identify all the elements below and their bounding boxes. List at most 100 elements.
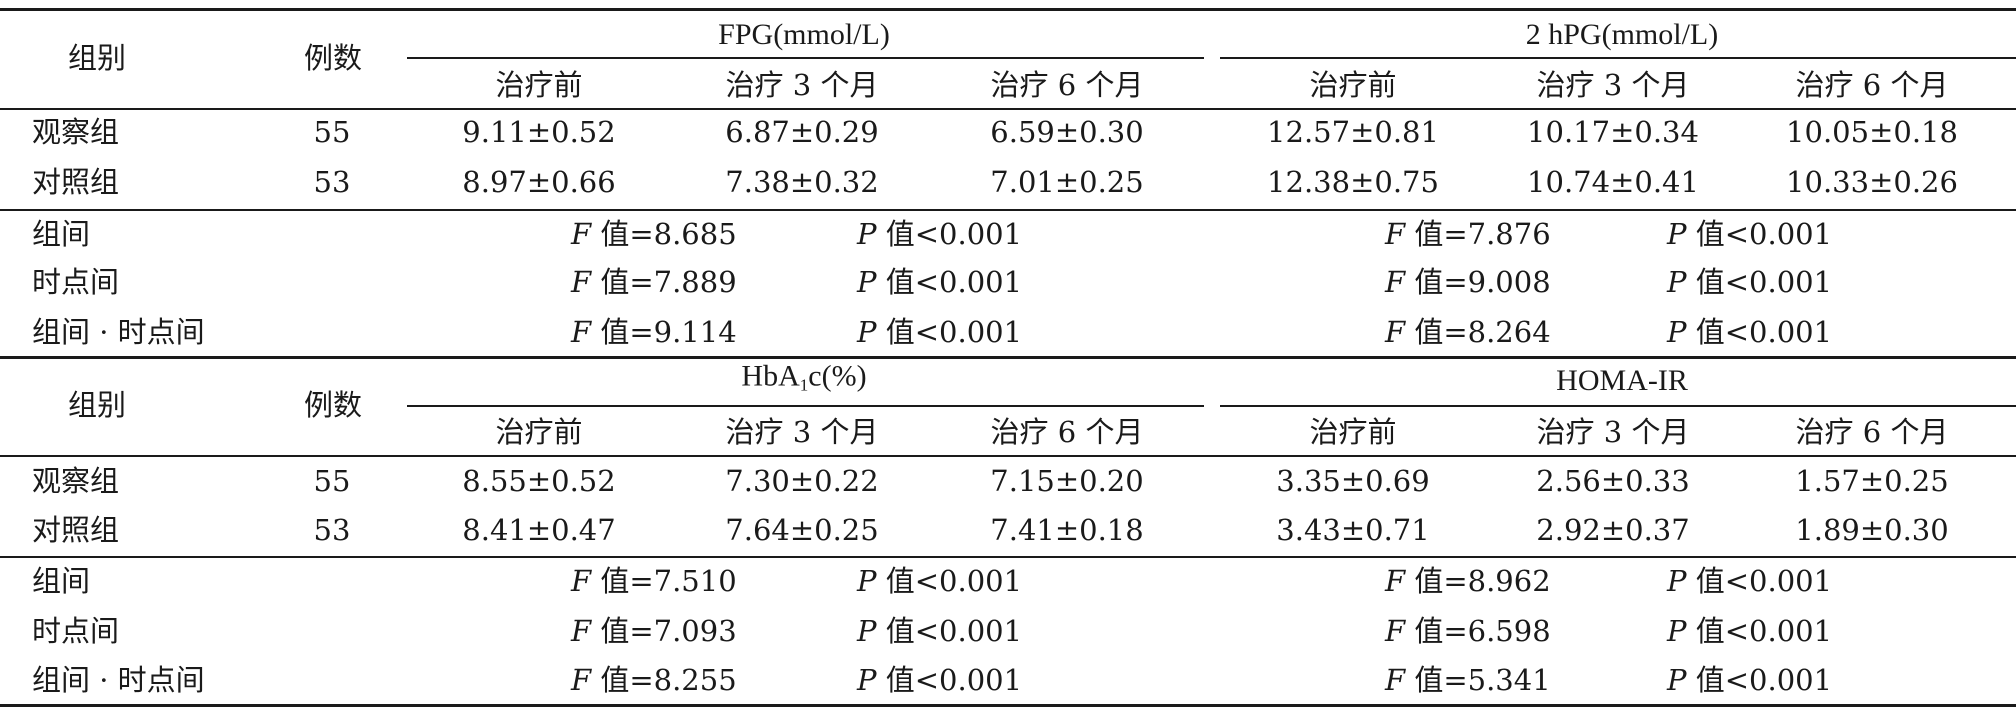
p-value-right: P 值<0.001 <box>1667 216 1832 252</box>
value-cell: 1.89±0.30 <box>1795 513 1949 547</box>
time-header: 治疗 3 个月 <box>1536 415 1690 449</box>
top-rule <box>0 8 2016 11</box>
value-cell: 7.30±0.22 <box>725 464 879 498</box>
group-cell: 对照组 <box>32 165 120 199</box>
value-cell: 10.74±0.41 <box>1527 165 1699 199</box>
value-cell: 2.92±0.37 <box>1536 513 1690 547</box>
f-symbol: F <box>571 663 592 697</box>
f-value-text: 值=8.255 <box>600 663 737 697</box>
f-value-text: 值=7.510 <box>600 564 737 598</box>
stats-rule <box>0 209 2016 211</box>
value-cell: 1.57±0.25 <box>1795 464 1949 498</box>
count-cell: 55 <box>313 464 351 498</box>
value-cell: 7.01±0.25 <box>990 165 1144 199</box>
f-symbol: F <box>571 265 592 299</box>
f-value-text: 值=5.341 <box>1414 663 1551 697</box>
time-header: 治疗 6 个月 <box>990 68 1144 102</box>
f-value-text: 值=8.264 <box>1414 315 1551 349</box>
value-cell: 7.15±0.20 <box>990 464 1144 498</box>
p-value-text: 值<0.001 <box>885 265 1023 299</box>
f-symbol: F <box>1385 265 1406 299</box>
f-value-text: 值=7.093 <box>600 614 737 648</box>
time-header: 治疗 3 个月 <box>725 415 879 449</box>
f-value-right: F 值=7.876 <box>1385 216 1551 252</box>
p-value-right: P 值<0.001 <box>1667 662 1832 698</box>
p-value-text: 值<0.001 <box>1695 614 1833 648</box>
f-value-right: F 值=9.008 <box>1385 264 1551 300</box>
value-cell: 7.38±0.32 <box>725 165 879 199</box>
p-value-right: P 值<0.001 <box>1667 264 1832 300</box>
p-value-text: 值<0.001 <box>885 663 1023 697</box>
p-symbol: P <box>857 564 877 598</box>
f-symbol: F <box>571 614 592 648</box>
f-value-left: F 值=7.889 <box>571 264 737 300</box>
value-cell: 8.55±0.52 <box>462 464 616 498</box>
p-value-text: 值<0.001 <box>1695 315 1833 349</box>
p-value-text: 值<0.001 <box>885 315 1023 349</box>
f-value-text: 值=9.008 <box>1414 265 1551 299</box>
p-value-left: P 值<0.001 <box>857 662 1022 698</box>
f-value-text: 值=6.598 <box>1414 614 1551 648</box>
metric-rule-left <box>407 405 1204 407</box>
value-cell: 10.17±0.34 <box>1527 115 1699 149</box>
time-header: 治疗前 <box>495 415 583 449</box>
p-value-text: 值<0.001 <box>885 564 1023 598</box>
header-rule <box>0 455 2016 457</box>
bottom-rule <box>0 704 2016 707</box>
hba1c-main: HbA <box>741 359 800 393</box>
value-cell: 3.43±0.71 <box>1276 513 1430 547</box>
f-value-text: 值=9.114 <box>600 315 737 349</box>
f-value-left: F 值=7.510 <box>571 563 737 599</box>
metric-header-homa-ir: HOMA-IR <box>1556 364 1688 397</box>
f-symbol: F <box>571 564 592 598</box>
f-value-right: F 值=6.598 <box>1385 613 1551 649</box>
f-symbol: F <box>571 315 592 349</box>
f-value-text: 值=8.962 <box>1414 564 1551 598</box>
value-cell: 7.41±0.18 <box>990 513 1144 547</box>
metric-header-2hpg: 2 hPG(mmol/L) <box>1525 18 1719 51</box>
f-value-text: 值=7.876 <box>1414 217 1551 251</box>
value-cell: 12.38±0.75 <box>1267 165 1439 199</box>
value-cell: 2.56±0.33 <box>1536 464 1690 498</box>
hba1c-subscript: 1 <box>799 375 809 395</box>
value-cell: 7.64±0.25 <box>725 513 879 547</box>
metric-header-hba1c: HbA1c(%) <box>741 359 866 404</box>
stats-label: 组间 · 时点间 <box>32 663 205 697</box>
p-value-left: P 值<0.001 <box>857 264 1022 300</box>
stats-label: 组间 · 时点间 <box>32 315 205 349</box>
value-cell: 8.97±0.66 <box>462 165 616 199</box>
count-cell: 55 <box>313 115 351 149</box>
f-symbol: F <box>1385 217 1406 251</box>
p-symbol: P <box>857 217 877 251</box>
p-value-text: 值<0.001 <box>885 217 1023 251</box>
p-symbol: P <box>1667 614 1687 648</box>
stats-label: 时点间 <box>32 614 120 648</box>
time-header: 治疗前 <box>495 68 583 102</box>
header-rule <box>0 108 2016 110</box>
p-value-right: P 值<0.001 <box>1667 314 1832 350</box>
stats-rule <box>0 556 2016 558</box>
value-cell: 3.35±0.69 <box>1276 464 1430 498</box>
f-symbol: F <box>571 217 592 251</box>
metric-rule-left <box>407 57 1204 59</box>
f-value-right: F 值=8.264 <box>1385 314 1551 350</box>
p-symbol: P <box>857 315 877 349</box>
f-value-right: F 值=8.962 <box>1385 563 1551 599</box>
p-value-text: 值<0.001 <box>1695 217 1833 251</box>
metric-rule-right <box>1220 405 2016 407</box>
p-symbol: P <box>1667 663 1687 697</box>
time-header: 治疗前 <box>1309 68 1397 102</box>
f-value-text: 值=7.889 <box>600 265 737 299</box>
value-cell: 10.05±0.18 <box>1786 115 1958 149</box>
metric-rule-right <box>1220 57 2016 59</box>
p-value-left: P 值<0.001 <box>857 216 1022 252</box>
p-value-left: P 值<0.001 <box>857 563 1022 599</box>
f-symbol: F <box>1385 315 1406 349</box>
value-cell: 10.33±0.26 <box>1786 165 1958 199</box>
f-value-left: F 值=9.114 <box>571 314 737 350</box>
p-symbol: P <box>857 663 877 697</box>
value-cell: 6.59±0.30 <box>990 115 1144 149</box>
p-symbol: P <box>857 614 877 648</box>
group-header: 组别 <box>67 388 127 422</box>
